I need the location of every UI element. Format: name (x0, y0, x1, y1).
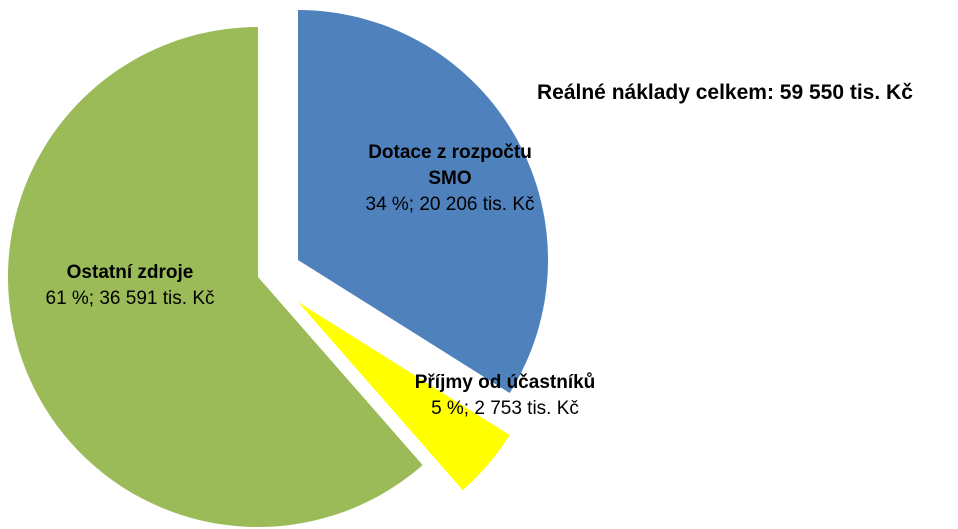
pie-slice (298, 302, 510, 491)
value-label: 61 %; 36 591 tis. Kč (45, 288, 215, 309)
slice-label: Příjmy od účastníků 5 %; 2 753 tis. Kč (355, 370, 655, 422)
pie-slice (8, 27, 423, 527)
value-label: 34 %; 20 206 tis. Kč (365, 194, 535, 215)
value-label: 5 %; 2 753 tis. Kč (431, 398, 579, 419)
slice-label: Dotace z rozpočtu SMO 34 %; 20 206 tis. K… (365, 140, 535, 218)
pie-slice (298, 10, 549, 394)
category-label: Příjmy od účastníků (414, 372, 596, 393)
category-label: Dotace z rozpočtu SMO (368, 142, 532, 189)
slice-label: Ostatní zdroje 61 %; 36 591 tis. Kč (0, 260, 260, 312)
category-label: Ostatní zdroje (66, 262, 194, 283)
chart-title: Reálné náklady celkem: 59 550 tis. Kč (537, 81, 913, 104)
